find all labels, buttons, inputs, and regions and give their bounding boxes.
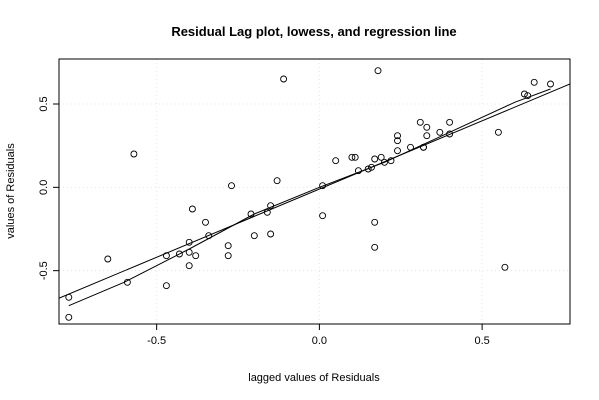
data-points: [65, 67, 554, 321]
scatter-point: [185, 248, 193, 256]
scatter-point: [65, 313, 73, 321]
scatter-point: [407, 143, 414, 151]
scatter-point: [185, 238, 193, 246]
scatter-point: [364, 165, 372, 173]
scatter-point: [524, 92, 532, 100]
scatter-point: [436, 128, 444, 136]
x-tick-label: 0.0: [312, 335, 327, 347]
scatter-point: [377, 153, 385, 161]
scatter-point: [228, 182, 235, 190]
scatter-point: [319, 212, 327, 220]
scatter-point: [267, 230, 275, 238]
scatter-point: [420, 143, 427, 151]
scatter-point: [547, 80, 554, 88]
scatter-point: [224, 252, 232, 260]
scatter-point: [65, 293, 73, 301]
scatter-point: [202, 218, 209, 226]
scatter-point: [185, 262, 193, 270]
scatter-point: [205, 232, 213, 240]
scatter-point: [263, 208, 271, 216]
scatter-point: [371, 218, 379, 226]
scatter-point: [130, 150, 138, 158]
scatter-point: [423, 123, 431, 131]
scatter-point: [319, 182, 327, 190]
x-tick-label: 0.5: [474, 335, 489, 347]
scatter-point: [250, 232, 258, 240]
grid: [59, 59, 570, 324]
scatter-point: [501, 263, 509, 271]
x-tick-label: -0.5: [147, 335, 166, 347]
scatter-point: [224, 242, 232, 250]
scatter-point: [394, 132, 401, 140]
scatter-point: [348, 153, 356, 161]
scatter-point: [381, 158, 388, 166]
scatter-point: [387, 157, 395, 165]
scatter-point: [188, 205, 196, 213]
scatter-point: [104, 255, 112, 263]
scatter-point: [494, 128, 502, 136]
regression-line: [59, 83, 570, 299]
scatter-point: [371, 155, 379, 163]
scatter-point: [394, 137, 401, 145]
y-axis-label: values of Residuals: [5, 143, 17, 239]
scatter-point: [368, 163, 375, 171]
fit-lines: [59, 83, 570, 307]
chart-title: Residual Lag plot, lowess, and regressio…: [171, 24, 456, 39]
scatter-point: [423, 132, 431, 140]
x-axis-label: lagged values of Residuals: [248, 372, 380, 384]
scatter-point: [280, 75, 288, 83]
scatter-point: [530, 78, 538, 86]
scatter-point: [371, 243, 379, 251]
scatter-point: [354, 167, 362, 175]
y-tick-label: -0.5: [38, 261, 50, 280]
y-tick-label: 0.0: [38, 180, 50, 195]
y-tick-label: 0.5: [38, 96, 50, 111]
scatter-point: [332, 157, 340, 165]
scatter-point: [446, 118, 454, 126]
axes: -0.5 0.0 0.5 -0.5 0.0 0.5: [38, 96, 490, 347]
scatter-point: [267, 202, 275, 210]
scatter-point: [394, 147, 401, 155]
scatter-point: [175, 250, 183, 258]
scatter-point: [162, 282, 170, 290]
scatter-point: [273, 177, 281, 185]
scatter-point: [123, 278, 131, 286]
scatter-point: [162, 252, 170, 260]
scatter-point: [247, 210, 255, 218]
scatter-point: [374, 67, 382, 75]
scatter-point: [446, 130, 454, 138]
scatter-point: [416, 118, 424, 126]
lowess-line: [68, 88, 551, 307]
scatter-point: [192, 252, 200, 260]
scatter-point: [520, 90, 528, 98]
scatter-point: [351, 153, 359, 161]
